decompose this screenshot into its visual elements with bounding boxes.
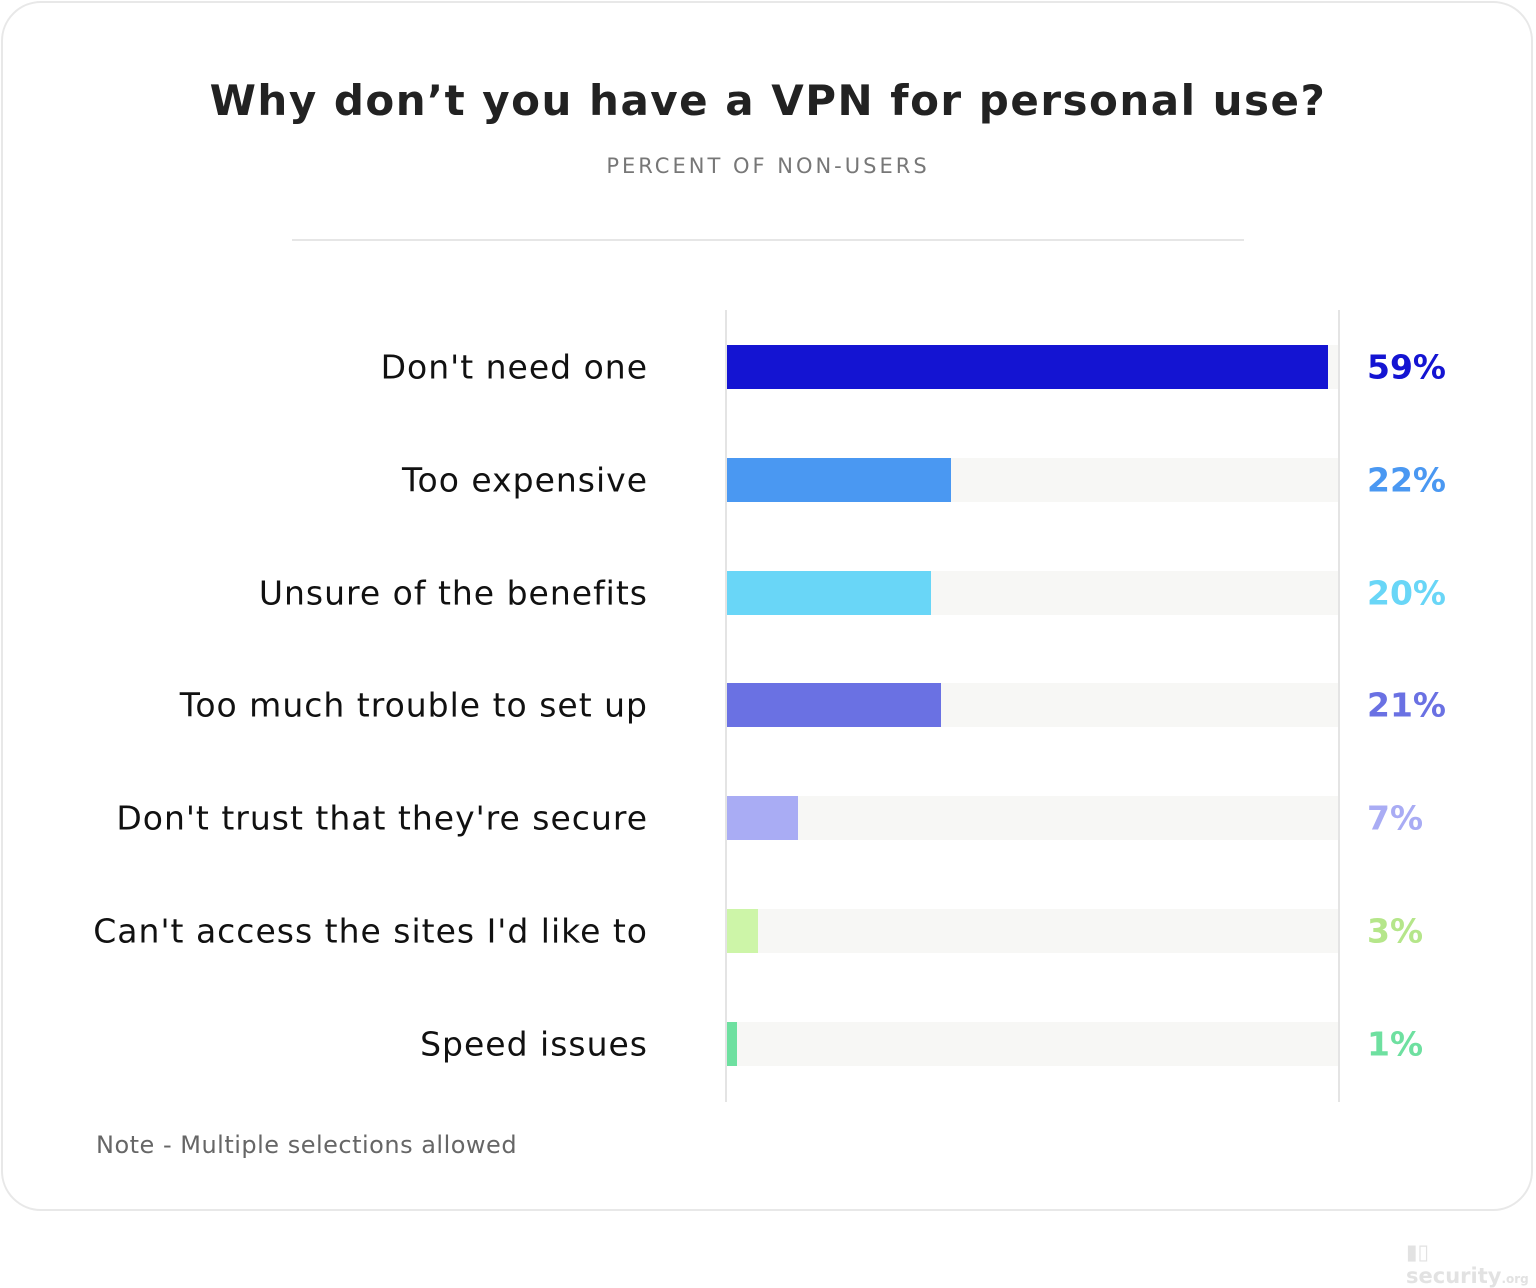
axis-line-left xyxy=(725,310,727,1102)
value-label: 22% xyxy=(1367,460,1446,500)
chart-title: Why don’t you have a VPN for personal us… xyxy=(209,76,1327,125)
chart-subtitle: PERCENT OF NON-USERS xyxy=(606,154,930,178)
axis-line-right xyxy=(1338,310,1340,1102)
bar-track xyxy=(727,1021,1338,1066)
bar xyxy=(727,570,931,615)
category-label: Too much trouble to set up xyxy=(179,685,648,725)
bar xyxy=(727,796,799,841)
category-label: Don't need one xyxy=(380,347,648,387)
chart-card xyxy=(1,1,1533,1211)
category-label: Can't access the sites I'd like to xyxy=(93,911,648,951)
bar xyxy=(727,345,1328,389)
category-label: Unsure of the benefits xyxy=(258,573,648,613)
bar-track xyxy=(727,796,1338,841)
bar xyxy=(727,683,941,728)
value-label: 7% xyxy=(1367,798,1424,838)
value-label: 3% xyxy=(1367,911,1424,951)
value-label: 1% xyxy=(1367,1024,1424,1064)
chart-note: Note - Multiple selections allowed xyxy=(96,1131,518,1159)
bar-track xyxy=(727,909,1338,953)
value-label: 59% xyxy=(1367,347,1446,387)
category-label: Too expensive xyxy=(401,460,648,500)
bar xyxy=(727,457,952,502)
category-label: Speed issues xyxy=(420,1024,648,1064)
value-label: 21% xyxy=(1367,685,1446,725)
bar xyxy=(727,1021,738,1066)
category-label: Don't trust that they're secure xyxy=(116,798,648,838)
security-org-logo: ▮▯ security.org xyxy=(1406,1240,1529,1288)
divider xyxy=(292,239,1244,241)
value-label: 20% xyxy=(1367,573,1446,613)
bar xyxy=(727,909,758,953)
